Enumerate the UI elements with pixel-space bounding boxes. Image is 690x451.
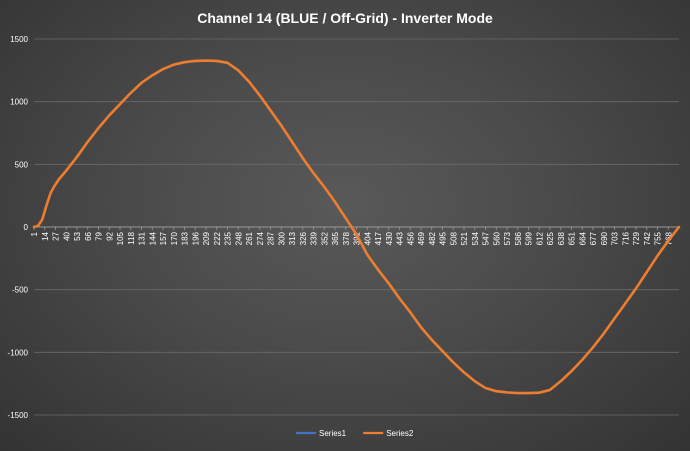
chart-title: Channel 14 (BLUE / Off-Grid) - Inverter …	[197, 10, 493, 26]
y-tick-label: -1000	[8, 348, 29, 357]
x-tick-label: 430	[385, 231, 394, 245]
x-tick-label: 365	[331, 231, 340, 245]
x-tick-label: 196	[191, 231, 200, 245]
x-tick-label: 482	[428, 231, 437, 245]
x-tick-label: 248	[234, 231, 243, 245]
y-tick-label: -1500	[8, 411, 29, 420]
x-tick-label: 378	[342, 231, 351, 245]
x-tick-label: 469	[417, 231, 426, 245]
x-tick-label: 742	[643, 231, 652, 245]
x-tick-label: 573	[503, 231, 512, 245]
x-tick-label: 729	[632, 231, 641, 245]
x-tick-label: 40	[62, 231, 71, 240]
x-tick-label: 1	[30, 231, 39, 236]
x-tick-label: 118	[127, 231, 136, 244]
x-tick-label: 404	[363, 231, 372, 245]
x-tick-label: 586	[514, 231, 523, 245]
x-tick-label: 92	[105, 231, 114, 240]
x-tick-label: 495	[439, 231, 448, 245]
x-tick-label: 716	[621, 231, 630, 245]
x-tick-label: 261	[245, 231, 254, 245]
x-tick-label: 560	[492, 231, 501, 245]
x-tick-label: 755	[654, 231, 663, 245]
x-tick-label: 326	[299, 231, 308, 245]
x-tick-label: 391	[353, 231, 362, 245]
legend-label-1: Series1	[319, 429, 347, 438]
x-tick-label: 417	[374, 231, 383, 245]
x-tick-label: 612	[535, 231, 544, 245]
x-tick-label: 521	[460, 231, 469, 245]
legend: Series1 Series2	[296, 429, 414, 438]
x-tick-label: 287	[267, 231, 276, 245]
x-tick-label: 677	[589, 231, 598, 245]
axes: 1500 1000 500 0 -500 -1000 -1500 1 14 27 40 53 66 79 9…	[8, 35, 679, 420]
x-tick-label: 144	[148, 231, 157, 245]
x-tick-label: 66	[84, 231, 93, 240]
x-tick-label: 170	[170, 231, 179, 245]
x-tick-label: 300	[277, 231, 286, 245]
x-tick-label: 690	[600, 231, 609, 245]
y-tick-label: 1000	[10, 98, 28, 107]
x-tick-label: 222	[213, 231, 222, 245]
x-tick-label: 53	[73, 231, 82, 240]
x-tick-label: 235	[224, 231, 233, 245]
legend-label-2: Series2	[386, 429, 414, 438]
series-line-2	[32, 59, 681, 395]
x-tick-label: 547	[482, 231, 491, 245]
x-tick-label: 79	[95, 231, 104, 240]
x-tick-label: 352	[320, 231, 329, 245]
y-tick-label: 0	[24, 223, 29, 232]
x-tick-label: 508	[449, 231, 458, 245]
y-tick-label: 500	[15, 160, 29, 169]
y-tick-label: 1500	[10, 35, 28, 44]
y-tick-label: -500	[12, 286, 29, 295]
x-tick-label: 131	[138, 231, 147, 245]
x-tick-label: 664	[578, 231, 587, 245]
x-tick-label: 703	[611, 231, 620, 245]
gridlines	[34, 38, 679, 416]
x-tick-label: 313	[288, 231, 297, 245]
x-tick-label: 651	[568, 231, 577, 245]
x-tick-label: 183	[181, 231, 190, 245]
x-tick-label: 105	[116, 231, 125, 245]
x-tick-label: 274	[256, 231, 265, 245]
x-tick-label: 339	[310, 231, 319, 245]
x-tick-label: 599	[525, 231, 534, 245]
x-tick-label: 443	[396, 231, 405, 245]
x-tick-label: 27	[52, 231, 61, 240]
x-tick-label: 534	[471, 231, 480, 245]
x-tick-label: 14	[41, 231, 50, 240]
x-tick-label: 456	[406, 231, 415, 245]
x-tick-label: 625	[546, 231, 555, 245]
x-tick-label: 209	[202, 231, 211, 245]
x-tick-label: 638	[557, 231, 566, 245]
x-tick-label: 157	[159, 231, 168, 245]
series-lines	[32, 59, 681, 395]
